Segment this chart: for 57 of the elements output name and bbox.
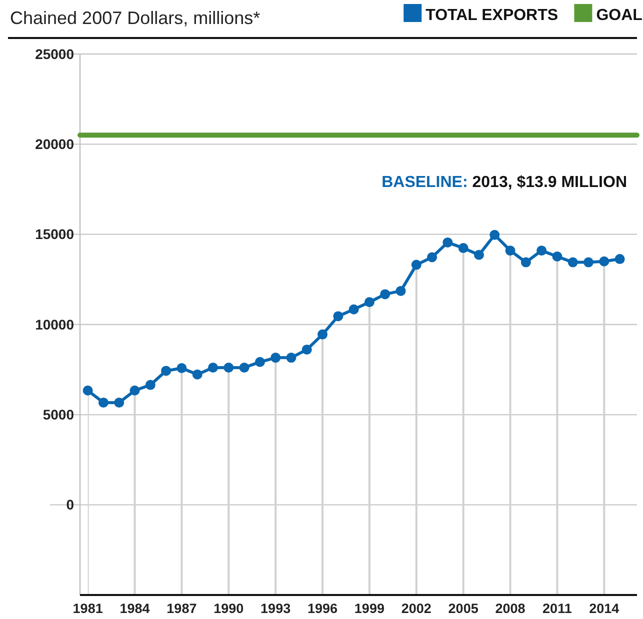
x-tick-label: 1987 (166, 601, 197, 616)
x-tick-label: 1990 (214, 601, 244, 616)
point (536, 246, 547, 256)
point (82, 386, 93, 396)
point (254, 357, 265, 368)
point (130, 386, 140, 396)
point (364, 297, 374, 308)
point (176, 363, 187, 374)
x-tick-label: 2008 (495, 601, 526, 616)
point (98, 398, 108, 408)
point (442, 237, 453, 248)
annotation: BASELINE: 2013, $13.9 MILLION (382, 174, 627, 191)
y-axis-title: Chained 2007 Dollars, millions* (10, 8, 260, 28)
x-tick-label: 1981 (72, 601, 104, 616)
x-tick-label: 1993 (260, 601, 292, 616)
point (396, 286, 406, 296)
point (333, 311, 344, 322)
x-tick-label: 2005 (448, 601, 479, 616)
point (427, 252, 438, 262)
y-tick-label: 25000 (35, 46, 74, 62)
x-tick-label: 2014 (589, 601, 620, 616)
point (114, 398, 124, 408)
y-tick-label: 10000 (35, 316, 74, 332)
point (161, 366, 172, 376)
point (599, 256, 610, 266)
point (239, 362, 250, 373)
point (505, 246, 516, 256)
point (568, 257, 578, 268)
point (302, 344, 312, 355)
point (270, 352, 281, 363)
legend-label: TOTAL EXPORTS (426, 7, 558, 24)
point (145, 380, 156, 390)
x-tick-label: 2011 (542, 601, 572, 616)
point (614, 254, 625, 264)
x-tick-label: 2002 (401, 601, 432, 616)
point (411, 260, 422, 270)
x-tick-label: 1996 (307, 601, 338, 616)
point (458, 243, 468, 254)
legend-label: GOAL (596, 7, 643, 24)
point (380, 289, 390, 300)
point (286, 352, 296, 363)
x-tick-label: 1984 (120, 601, 150, 616)
y-tick-label: 20000 (35, 136, 74, 152)
point (192, 369, 202, 380)
y-tick-label: 0 (66, 496, 74, 513)
y-tick-label: 5000 (42, 406, 74, 423)
point (224, 362, 234, 373)
point (520, 257, 531, 268)
x-tick-label: 1999 (354, 601, 384, 616)
point (490, 230, 500, 240)
point (348, 304, 359, 314)
point (552, 252, 562, 262)
y-tick-label: 15000 (35, 226, 74, 242)
point (583, 257, 594, 268)
point (474, 250, 484, 260)
point (208, 362, 218, 373)
point (318, 329, 328, 340)
